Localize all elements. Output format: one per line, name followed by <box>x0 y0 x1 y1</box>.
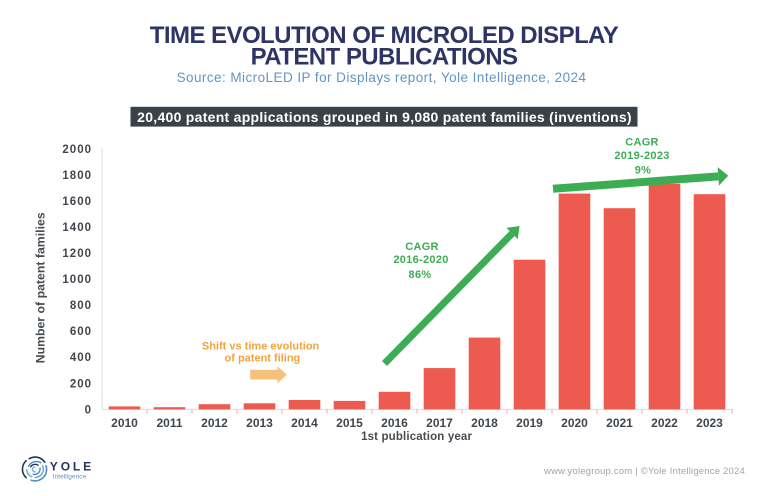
svg-text:2011: 2011 <box>156 416 182 430</box>
svg-text:86%: 86% <box>409 269 432 281</box>
svg-text:2012: 2012 <box>201 416 228 430</box>
svg-text:2019: 2019 <box>516 416 543 430</box>
svg-text:2016: 2016 <box>381 416 408 430</box>
svg-text:2019-2023: 2019-2023 <box>614 150 669 162</box>
svg-text:CAGR: CAGR <box>625 137 659 149</box>
svg-text:YOLE: YOLE <box>50 459 94 473</box>
svg-text:2018: 2018 <box>471 416 498 430</box>
svg-text:2016-2020: 2016-2020 <box>393 254 448 266</box>
svg-text:Source: MicroLED IP for Displa: Source: MicroLED IP for Displays report,… <box>177 70 587 85</box>
svg-text:2015: 2015 <box>336 416 363 430</box>
svg-text:1200: 1200 <box>62 248 92 260</box>
svg-text:www.yolegroup.com | ©Yole Inte: www.yolegroup.com | ©Yole Intelligence 2… <box>543 466 745 477</box>
svg-text:800: 800 <box>70 300 92 312</box>
svg-text:200: 200 <box>70 378 92 390</box>
svg-text:Number of patent families: Number of patent families <box>34 212 48 363</box>
svg-text:2021: 2021 <box>606 416 633 430</box>
svg-text:TIME EVOLUTION OF MICROLED DIS: TIME EVOLUTION OF MICROLED DISPLAY <box>150 22 619 49</box>
svg-text:PATENT PUBLICATIONS: PATENT PUBLICATIONS <box>251 44 518 71</box>
svg-text:2020: 2020 <box>561 416 588 430</box>
svg-text:2023: 2023 <box>696 416 723 430</box>
svg-text:1800: 1800 <box>62 170 92 182</box>
svg-text:400: 400 <box>70 352 92 364</box>
svg-text:2010: 2010 <box>111 416 138 430</box>
svg-text:2022: 2022 <box>651 416 678 430</box>
svg-text:Shift vs time evolution: Shift vs time evolution <box>202 340 320 352</box>
svg-text:2013: 2013 <box>246 416 273 430</box>
svg-text:1600: 1600 <box>62 196 92 208</box>
svg-text:2014: 2014 <box>291 416 318 430</box>
svg-text:1400: 1400 <box>62 222 92 234</box>
svg-text:20,400 patent applications gro: 20,400 patent applications grouped in 9,… <box>137 109 632 125</box>
svg-text:1000: 1000 <box>62 274 92 286</box>
svg-text:1st publication year: 1st publication year <box>361 431 472 443</box>
svg-text:Intelligence: Intelligence <box>53 473 87 480</box>
svg-text:of patent filing: of patent filing <box>225 353 301 365</box>
svg-text:600: 600 <box>70 326 92 338</box>
svg-text:9%: 9% <box>635 165 652 177</box>
svg-text:2000: 2000 <box>62 144 92 156</box>
svg-text:CAGR: CAGR <box>405 241 439 253</box>
svg-text:2017: 2017 <box>426 416 453 430</box>
svg-text:0: 0 <box>85 404 92 416</box>
